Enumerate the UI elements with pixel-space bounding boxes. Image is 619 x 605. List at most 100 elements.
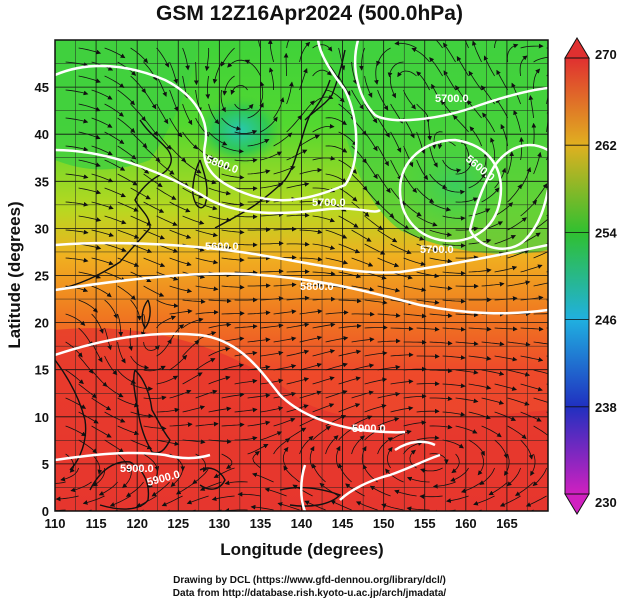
streamline <box>208 103 220 125</box>
streamline <box>546 109 548 133</box>
streamline <box>507 369 531 377</box>
streamline <box>533 425 548 440</box>
streamline <box>195 89 202 113</box>
streamline <box>169 61 178 84</box>
streamline <box>325 362 348 371</box>
streamline <box>247 227 271 233</box>
streamline <box>78 187 102 195</box>
streamline <box>387 61 404 78</box>
streamline <box>377 417 400 427</box>
streamline <box>442 187 466 195</box>
y-tick-label: 45 <box>35 80 49 95</box>
streamline <box>195 229 218 238</box>
streamline <box>390 326 414 332</box>
streamline <box>381 503 404 511</box>
streamline <box>234 350 258 357</box>
streamline <box>546 214 548 217</box>
streamline <box>55 481 66 484</box>
streamline <box>530 453 536 476</box>
streamline <box>369 485 391 497</box>
streamline <box>494 355 518 362</box>
streamline <box>299 390 322 399</box>
streamline <box>338 243 361 254</box>
streamline <box>330 500 352 511</box>
streamline <box>364 350 388 357</box>
streamline <box>260 151 283 161</box>
streamline <box>273 132 293 147</box>
streamline <box>351 173 368 191</box>
streamline <box>494 265 518 273</box>
streamline <box>507 183 522 203</box>
streamline <box>222 75 235 96</box>
streamline <box>364 159 378 180</box>
streamline <box>78 355 94 374</box>
streamline <box>482 112 495 133</box>
streamline <box>213 467 235 478</box>
streamline <box>82 495 105 505</box>
streamline <box>468 355 492 361</box>
streamline <box>260 212 284 217</box>
streamline <box>260 431 283 441</box>
streamline <box>377 313 401 318</box>
streamline <box>104 75 125 88</box>
streamline <box>195 421 219 427</box>
streamline <box>156 131 172 150</box>
streamline <box>117 369 137 384</box>
streamline <box>125 481 144 497</box>
streamline <box>78 439 98 454</box>
streamline <box>455 255 479 261</box>
colorbar: 230 238 246 254 262 270 <box>564 37 617 515</box>
streamline <box>403 89 416 110</box>
streamline <box>273 364 297 371</box>
x-tick-label: 165 <box>496 516 518 531</box>
streamline <box>520 167 532 189</box>
streamline <box>338 463 352 483</box>
streamline <box>432 481 456 489</box>
streamline <box>259 81 265 105</box>
streamline <box>394 489 417 497</box>
streamline <box>455 397 479 404</box>
contour-label: 5800.0 <box>300 281 334 293</box>
streamline <box>247 310 271 316</box>
streamline <box>117 341 126 364</box>
streamline <box>429 340 453 346</box>
streamline <box>78 383 98 399</box>
streamline <box>468 173 486 189</box>
streamline <box>325 310 349 315</box>
streamline <box>234 186 258 191</box>
streamline <box>221 453 233 469</box>
streamline <box>443 42 456 63</box>
streamline <box>117 89 135 106</box>
contour-label: 5700.0 <box>435 93 469 105</box>
streamline <box>78 215 102 222</box>
streamline <box>373 61 379 85</box>
streamline <box>286 181 310 189</box>
colorbar-tick-label: 262 <box>595 138 617 153</box>
streamline <box>104 355 118 376</box>
streamline <box>416 408 440 414</box>
credits: Drawing by DCL (https://www.gfd-dennou.o… <box>0 574 619 600</box>
streamline <box>260 323 284 329</box>
streamline <box>455 341 479 347</box>
streamline <box>442 243 466 249</box>
x-tick-label: 145 <box>332 516 354 531</box>
streamline <box>507 341 531 347</box>
streamline <box>156 103 169 125</box>
streamline <box>299 134 320 147</box>
streamline <box>247 393 271 399</box>
streamline <box>130 271 152 283</box>
streamline <box>351 363 375 371</box>
streamline <box>504 453 510 476</box>
streamline <box>416 215 438 227</box>
streamline <box>338 403 361 413</box>
streamline <box>427 117 432 141</box>
streamline <box>117 145 137 160</box>
streamline <box>416 353 440 359</box>
streamline <box>299 362 322 371</box>
streamline <box>416 243 439 252</box>
streamline <box>494 40 498 49</box>
x-tick-label: 110 <box>45 516 66 531</box>
streamline <box>91 425 112 438</box>
streamline <box>299 41 311 63</box>
streamline <box>104 103 124 117</box>
